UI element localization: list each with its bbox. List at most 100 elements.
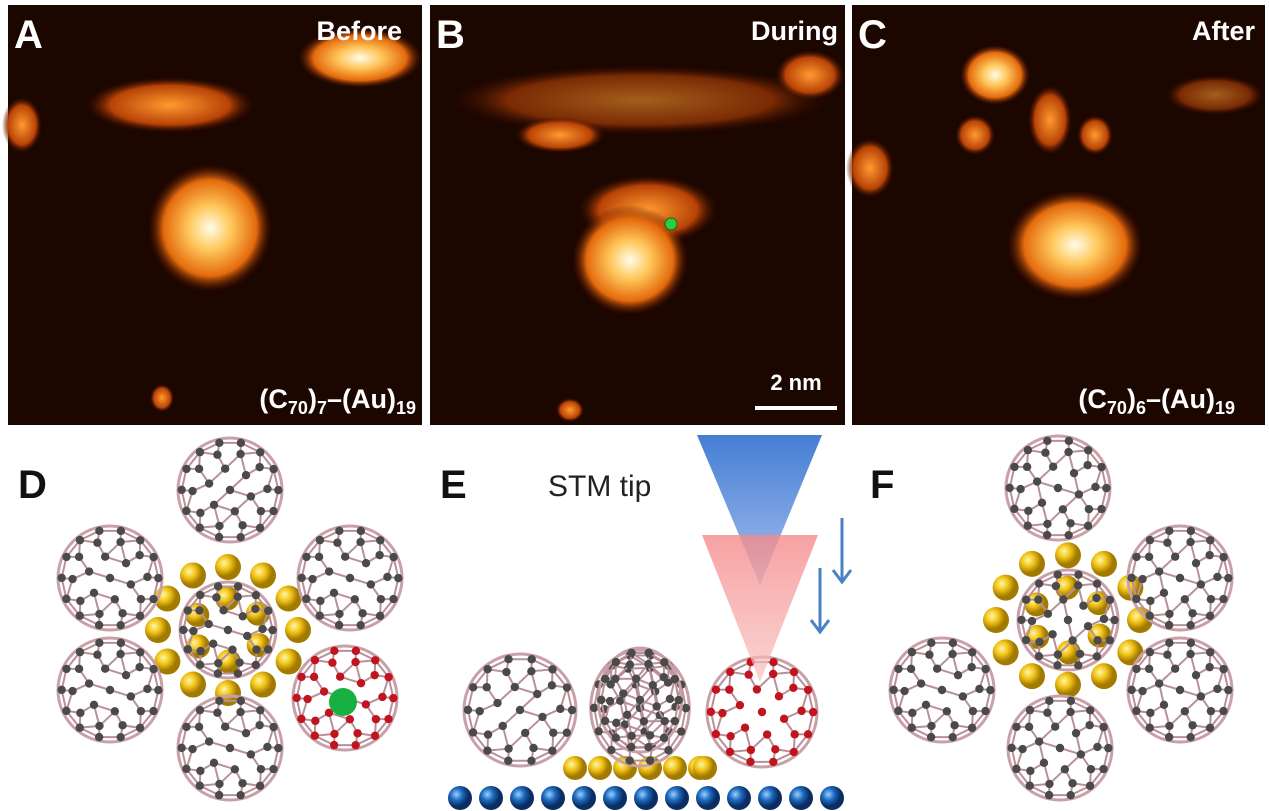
atom [231,765,239,773]
atom [948,733,956,741]
atom [1127,686,1135,694]
atom [274,744,282,752]
atom [538,713,546,721]
atom [330,589,338,597]
gold-atom [993,575,1019,601]
atom [236,791,244,799]
atom [527,757,535,765]
atom [1110,616,1118,624]
atom [335,621,343,629]
atom [1146,536,1154,544]
atom [741,723,749,731]
gold-atom [663,756,687,780]
atom [1186,733,1194,741]
atom [1012,765,1020,773]
atom [213,451,221,459]
atom [274,486,282,494]
atom [330,647,338,655]
formula-part: (C [1078,384,1107,414]
formula-part: ) [308,384,317,414]
atom [303,695,311,703]
atom [239,612,247,620]
substrate-atom [727,786,751,810]
atom [1197,692,1205,700]
substrate-atom [789,786,813,810]
atom [1219,665,1227,673]
atom [1041,449,1049,457]
atom [1132,707,1140,715]
atom [1146,612,1154,620]
gold-atom [993,639,1019,665]
atom [1054,484,1062,492]
atom [950,721,958,729]
atom [1074,570,1082,578]
atom [257,507,265,515]
atom [62,553,70,561]
atom [93,651,101,659]
atom [242,729,250,737]
panel-label: During [751,16,838,46]
atom [1205,663,1213,671]
atom [1068,636,1076,644]
atom [1052,582,1060,590]
atom [1146,724,1154,732]
atom [1224,574,1232,582]
atom [196,509,204,517]
atom [712,685,720,693]
panel-letter: B [436,13,465,57]
atom [376,536,384,544]
subscript: 6 [1136,398,1146,418]
atom [116,650,124,658]
atom [136,612,144,620]
atom [1192,559,1200,567]
atom [1054,570,1062,578]
atom [311,717,319,725]
atom [736,701,744,709]
atom [182,465,190,473]
atom [394,574,402,582]
substrate-atom [665,786,689,810]
atom [493,699,501,707]
atom [548,665,556,673]
gold-atom [983,607,1009,633]
atom [205,737,213,745]
scale-bar-label: 2 nm [770,370,821,395]
atom [528,655,536,663]
atom [1106,636,1114,644]
atom [1084,522,1092,530]
atom [302,553,310,561]
substrate-atom [696,786,720,810]
atom [968,648,976,656]
atom [1093,652,1101,660]
atom [111,707,119,715]
atom [1094,636,1102,644]
tip-label: STM tip [548,470,651,503]
atom [196,647,204,655]
atom [933,665,941,673]
atom [780,715,788,723]
fullerene [464,654,577,766]
atom [1086,706,1094,714]
atom [1099,723,1107,731]
atom [182,723,190,731]
atom [968,724,976,732]
panel-letter: F [870,463,894,507]
atom [269,507,277,515]
atom [1163,651,1171,659]
atom [908,724,916,732]
atom [475,707,483,715]
atom [1192,671,1200,679]
atom [1056,744,1064,752]
fullerene [1127,638,1232,742]
atom [1093,743,1101,751]
atom [149,595,157,603]
atom [209,640,217,648]
atom [258,625,266,633]
atom [948,650,956,658]
atom [330,730,338,738]
atom [196,661,204,669]
atom [917,679,925,687]
panel-letter: A [14,13,43,57]
substrate-atom [572,786,596,810]
atom [143,685,151,693]
